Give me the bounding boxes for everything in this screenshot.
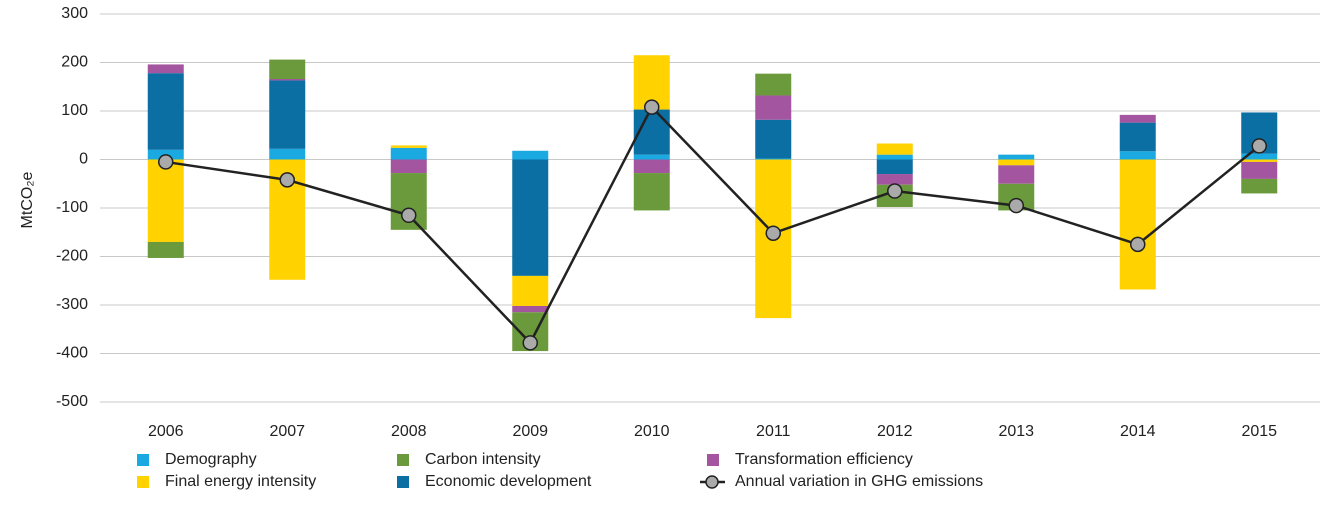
x-tick-label: 2007 [269, 423, 305, 440]
bar-segment [390, 145, 427, 148]
x-tick-label: 2012 [877, 423, 913, 440]
x-tick-label: 2014 [1120, 423, 1156, 440]
y-tick-label: -100 [56, 199, 88, 216]
bar-segment [269, 80, 306, 149]
x-tick-label: 2010 [634, 423, 670, 440]
bar-segment [1119, 159, 1156, 290]
legend-swatch [707, 454, 719, 466]
line-marker [765, 225, 781, 241]
line-marker [401, 207, 417, 224]
bar-segment [633, 173, 670, 211]
bar-segment [755, 158, 792, 160]
bar-segment [269, 59, 306, 79]
bar-segment [147, 241, 184, 258]
bar-segment [755, 73, 792, 96]
x-tick-label: 2011 [756, 423, 791, 440]
y-tick-label: -300 [56, 296, 88, 313]
y-tick-label: 200 [61, 54, 88, 71]
bar-segment [1119, 151, 1156, 160]
bar-segment [755, 95, 792, 120]
legend-label: Final energy intensity [165, 473, 316, 490]
line [165, 104, 1261, 345]
line-marker [522, 335, 538, 351]
bar-segment [998, 154, 1035, 160]
bar-segment [876, 174, 913, 185]
bar-segment [147, 159, 184, 242]
x-tick-label: 2008 [391, 423, 427, 440]
line-marker [279, 172, 295, 188]
bar-segment [633, 154, 670, 160]
legend-label: Transformation efficiency [735, 451, 913, 468]
bar-segment [876, 159, 913, 175]
y-axis-label: MtCO₂e [19, 171, 36, 228]
bar-segment [633, 159, 670, 174]
y-tick-label: 0 [79, 151, 88, 168]
bar-segment [998, 165, 1035, 184]
bar-segment [755, 119, 792, 159]
x-tick-label: 2006 [148, 423, 184, 440]
y-tick-label: -400 [56, 345, 88, 362]
bar-segment [876, 154, 913, 160]
x-tick-label: 2013 [998, 423, 1034, 440]
legend-label: Demography [165, 451, 257, 468]
bar-segment [269, 148, 306, 160]
bar-segment [876, 143, 913, 155]
bar-segment [390, 147, 427, 160]
bar-segment [512, 305, 549, 313]
bar-segment [269, 78, 306, 81]
bar-segment [147, 64, 184, 74]
bar-segment [1241, 178, 1278, 194]
legend-label: Annual variation in GHG emissions [735, 473, 983, 490]
bar-segment [1241, 159, 1278, 162]
legend-label: Economic development [425, 473, 592, 490]
line-marker [644, 99, 660, 115]
bar-segment [390, 159, 427, 174]
bar-segment [998, 159, 1035, 166]
bar-segment [512, 150, 549, 160]
legend-label: Carbon intensity [425, 451, 541, 468]
bar-segment [512, 275, 549, 306]
bar-segment [1119, 114, 1156, 123]
y-tick-label: 300 [61, 5, 88, 22]
legend-swatch [137, 454, 149, 466]
bar-segment [512, 159, 549, 276]
bar-segment [1119, 122, 1156, 152]
y-tick-label: -500 [56, 393, 88, 410]
x-tick-label: 2015 [1241, 423, 1277, 440]
y-tick-label: 100 [61, 102, 88, 119]
bar-segment [1241, 153, 1278, 160]
legend-swatch [397, 476, 409, 488]
bar-segment [147, 73, 184, 150]
legend-marker [705, 475, 719, 489]
line-marker [1130, 236, 1146, 253]
line-marker [1008, 197, 1024, 214]
line-marker [1251, 138, 1267, 154]
line-marker [158, 154, 174, 170]
bar-segment [1241, 161, 1278, 179]
legend-swatch [397, 454, 409, 466]
x-tick-label: 2009 [512, 423, 548, 440]
line-marker [887, 183, 903, 199]
y-tick-label: -200 [56, 248, 88, 265]
legend-swatch [137, 476, 149, 488]
